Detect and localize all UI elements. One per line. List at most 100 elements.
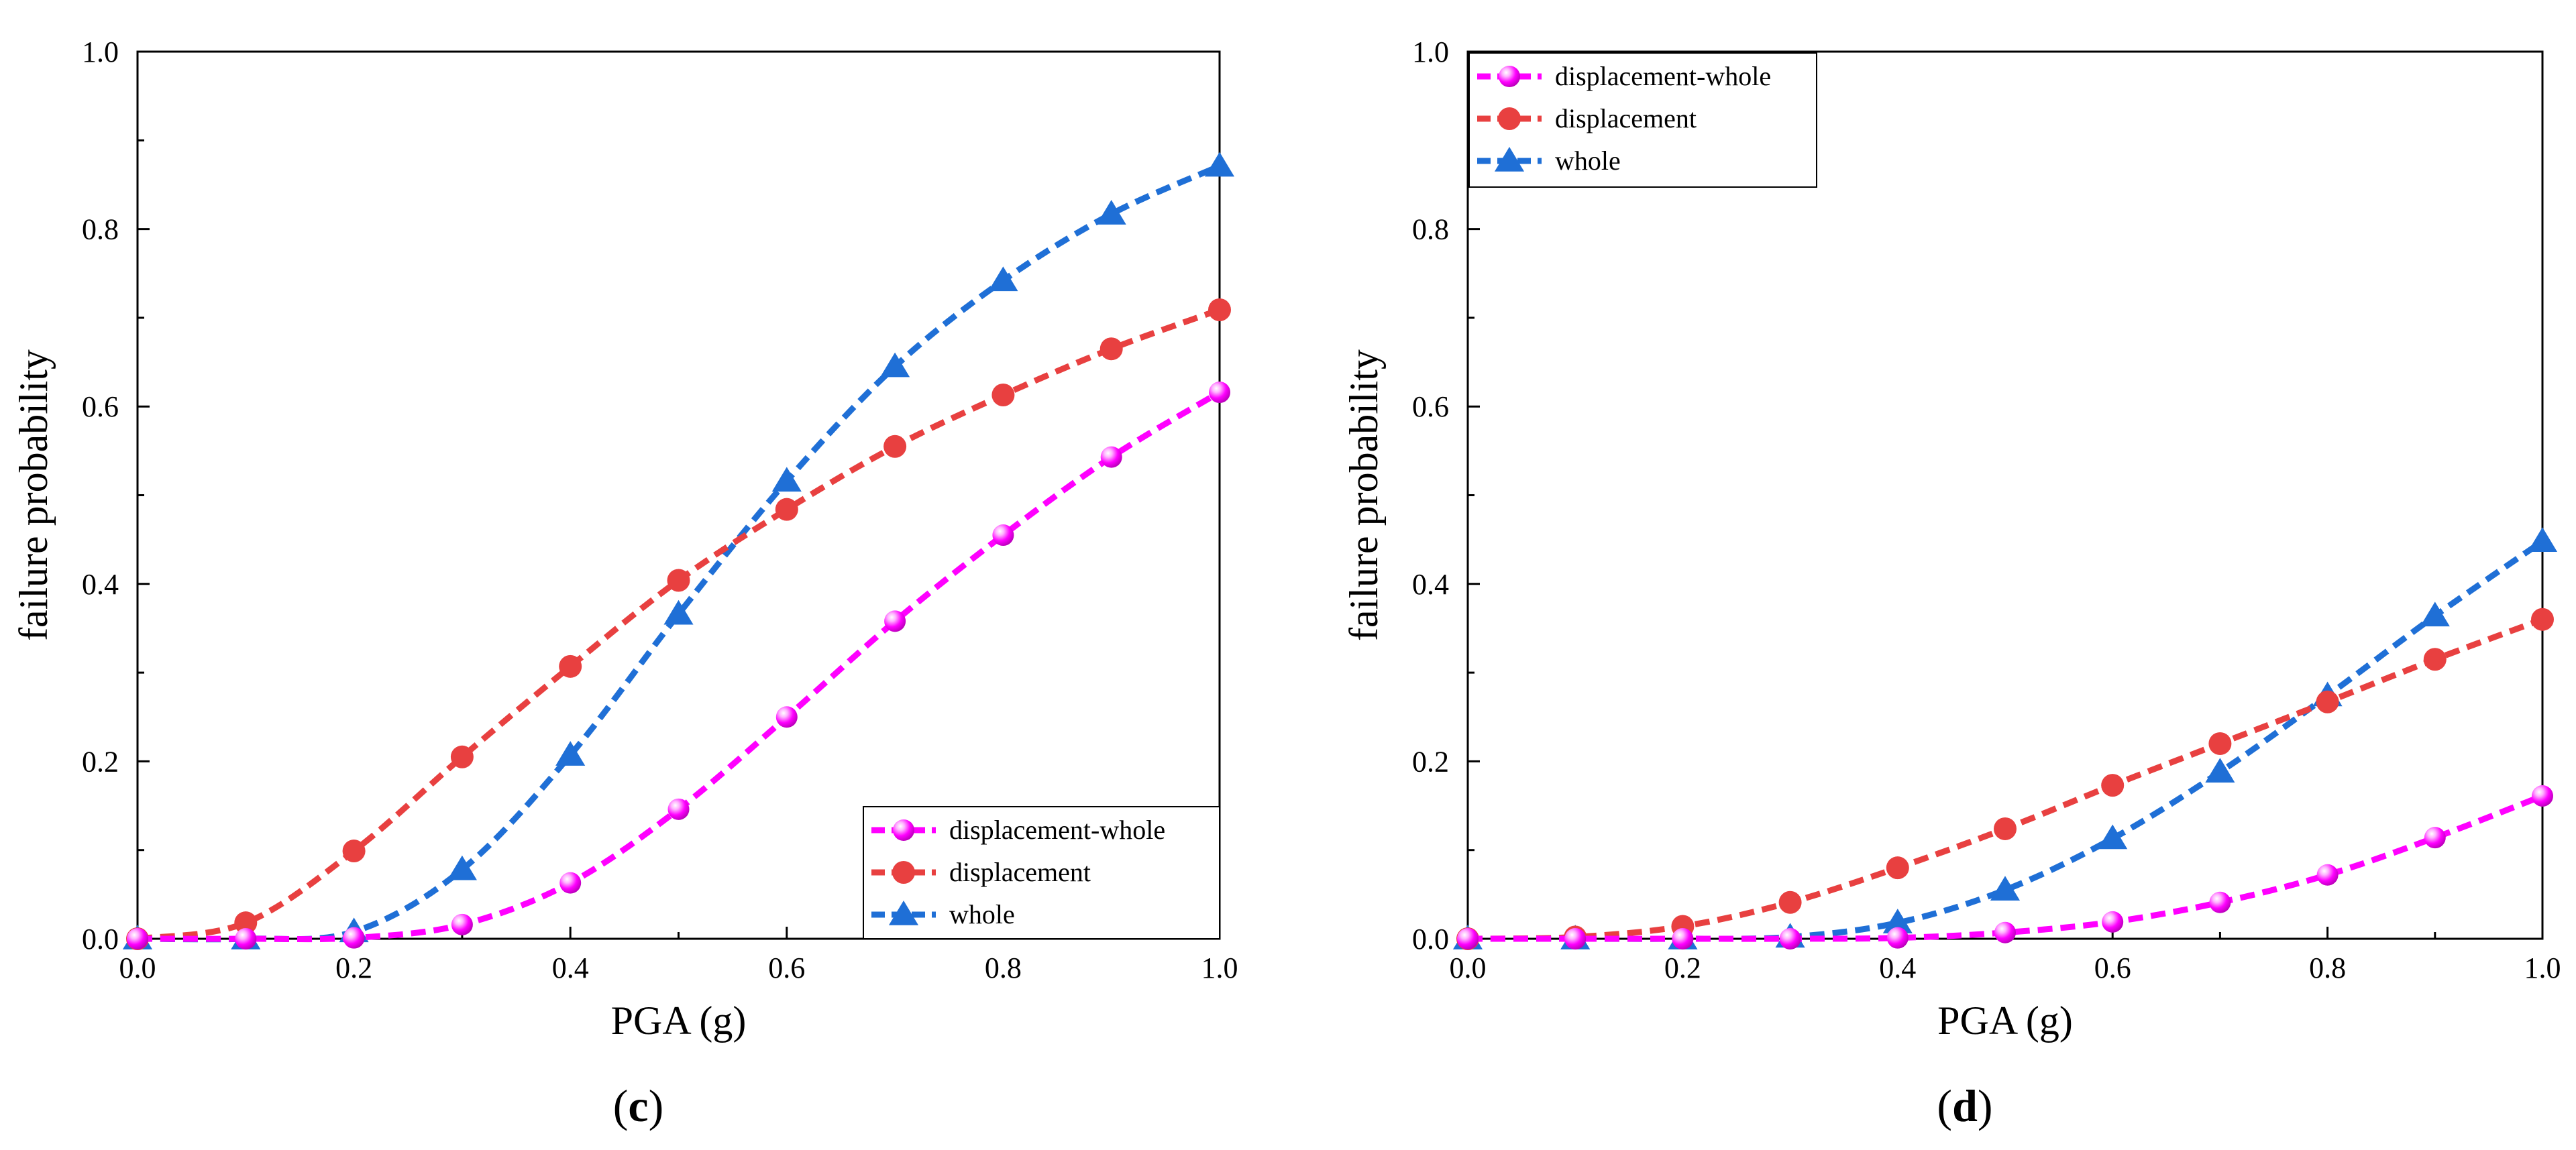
data-point-displacement-whole	[451, 913, 473, 935]
legend-label-displacement: displacement	[949, 857, 1091, 887]
data-point-displacement-whole	[1100, 446, 1122, 468]
legend-label-whole: whole	[949, 899, 1015, 929]
data-point-whole	[2527, 527, 2558, 553]
y-tick-label: 0.4	[1412, 568, 1449, 601]
data-point-displacement-whole	[127, 928, 148, 950]
legend-marker-displacement	[892, 861, 915, 884]
x-tick-label: 0.8	[2309, 952, 2346, 984]
y-tick-label: 0.4	[82, 568, 119, 601]
legend-label-whole: whole	[1555, 146, 1621, 176]
data-point-displacement	[883, 435, 907, 458]
data-point-displacement	[1778, 890, 1802, 914]
data-point-displacement-whole	[1564, 928, 1587, 950]
data-point-whole	[2205, 758, 2235, 783]
data-point-displacement	[1994, 817, 2017, 840]
y-tick-label: 0.8	[1412, 213, 1449, 246]
data-point-displacement-whole	[775, 706, 798, 728]
data-point-displacement-whole	[1457, 928, 1479, 950]
data-point-whole	[880, 352, 910, 378]
x-axis-title: PGA (g)	[611, 998, 747, 1043]
legend-label-displacement-whole: displacement-whole	[949, 815, 1165, 845]
y-tick-label: 0.8	[82, 213, 119, 246]
y-tick-label: 0.2	[1412, 745, 1449, 778]
y-tick-label: 1.0	[82, 36, 119, 68]
data-point-displacement-whole	[1779, 928, 1801, 950]
panel-label-open: (	[1937, 1080, 1952, 1131]
x-tick-label: 0.8	[985, 952, 1022, 984]
x-tick-label: 0.0	[119, 952, 156, 984]
data-point-displacement	[2208, 732, 2232, 755]
data-point-displacement	[775, 498, 798, 521]
data-point-whole	[771, 467, 802, 492]
x-tick-label: 0.2	[1664, 952, 1701, 984]
panel-label-letter: d	[1952, 1080, 1978, 1131]
x-tick-label: 1.0	[1201, 952, 1238, 984]
data-point-displacement-whole	[2316, 864, 2339, 886]
data-point-displacement-whole	[884, 610, 906, 632]
x-tick-label: 1.0	[2524, 952, 2561, 984]
data-point-displacement-whole	[2424, 827, 2446, 849]
x-tick-label: 0.4	[552, 952, 589, 984]
x-axis-title: PGA (g)	[1937, 998, 2073, 1043]
data-point-whole	[447, 855, 477, 880]
y-tick-label: 0.0	[82, 923, 119, 956]
x-tick-label: 0.0	[1450, 952, 1487, 984]
panel-label-letter: c	[628, 1080, 648, 1131]
data-point-whole	[2420, 601, 2450, 627]
data-point-displacement-whole	[992, 524, 1014, 547]
legend-label-displacement: displacement	[1555, 103, 1697, 133]
data-point-displacement	[2316, 690, 2339, 713]
data-point-displacement	[1099, 337, 1123, 361]
data-point-displacement-whole	[343, 927, 365, 949]
data-point-displacement	[559, 654, 582, 678]
y-tick-label: 0.6	[1412, 390, 1449, 423]
data-point-displacement	[342, 840, 366, 863]
data-point-displacement	[234, 911, 258, 935]
data-point-displacement	[450, 745, 474, 768]
x-tick-label: 0.6	[2094, 952, 2131, 984]
data-point-displacement	[2531, 608, 2554, 631]
data-point-displacement-whole	[2209, 891, 2231, 913]
y-tick-label: 1.0	[1412, 36, 1449, 68]
data-point-displacement	[1886, 856, 1909, 880]
data-point-whole	[1882, 909, 1913, 933]
legend: displacement-whole displacement whole	[863, 806, 1220, 939]
chart-panel-d: 0.0 0.2 0.4 0.6 0.8 1.0 0.0 0.2 0.4 0.6 0.8 1.0 PGA …	[1342, 36, 2561, 1131]
data-point-whole	[1990, 876, 2021, 901]
panel-label-open: (	[613, 1080, 629, 1131]
data-point-displacement-whole	[235, 928, 257, 950]
data-point-whole	[663, 599, 694, 625]
legend-marker-whole	[1494, 147, 1525, 172]
data-point-displacement	[991, 384, 1015, 407]
x-tick-label: 0.4	[1879, 952, 1916, 984]
data-point-whole	[2098, 824, 2128, 850]
data-point-whole	[555, 741, 586, 766]
legend-marker-displacement	[1498, 107, 1521, 130]
panel-label: (d)	[1937, 1080, 1992, 1131]
series-line-displacement-whole	[137, 390, 1222, 943]
data-point-displacement	[1208, 298, 1231, 321]
data-point-displacement	[2423, 648, 2447, 671]
panel-label-close: )	[1978, 1080, 1993, 1131]
legend: displacement-whole displacement whole	[1468, 52, 1817, 188]
data-point-displacement-whole	[2102, 911, 2124, 933]
data-point-displacement-whole	[2532, 785, 2553, 807]
y-tick-label: 0.6	[82, 390, 119, 423]
y-axis-title: failure probability	[11, 349, 56, 641]
data-point-displacement-whole	[1209, 382, 1230, 404]
data-point-whole	[1204, 152, 1235, 177]
data-point-displacement	[2101, 774, 2125, 797]
legend-label-displacement-whole: displacement-whole	[1555, 61, 1771, 91]
data-point-displacement-whole	[1994, 921, 2016, 943]
data-point-whole	[988, 266, 1018, 292]
data-point-whole	[1096, 200, 1126, 225]
data-point-displacement-whole	[1672, 928, 1694, 950]
data-point-displacement-whole	[559, 872, 582, 894]
x-tick-label: 0.6	[768, 952, 805, 984]
x-tick-label: 0.2	[335, 952, 372, 984]
chart-panel-c: 0.0 0.2 0.4 0.6 0.8 1.0 0.0 0.2 0.4 0.6 0.8 1.0 PGA …	[11, 36, 1238, 1131]
panel-label: (c)	[613, 1080, 664, 1131]
legend-marker-whole	[888, 901, 919, 925]
y-tick-label: 0.0	[1412, 923, 1449, 956]
